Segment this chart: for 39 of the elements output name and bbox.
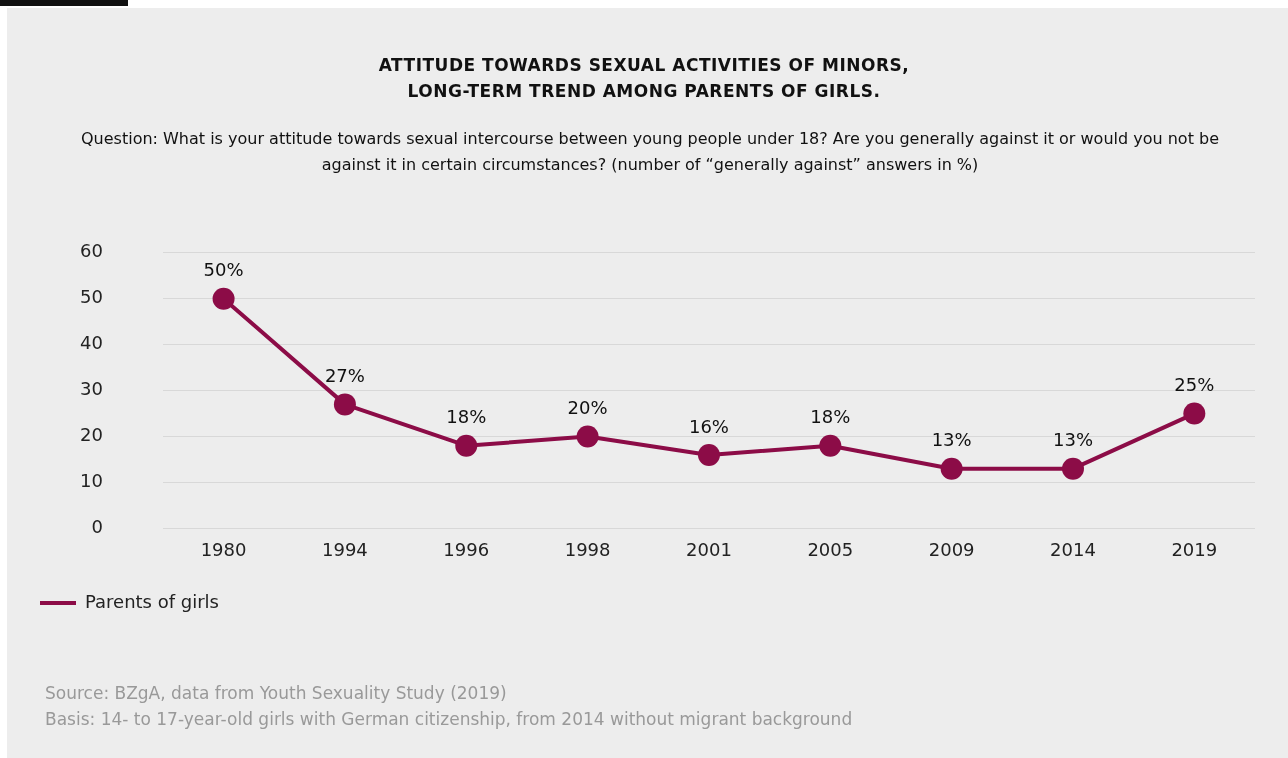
chart-title: ATTITUDE TOWARDS SEXUAL ACTIVITIES OF MINORS, LONG-TERM TREND AMONG PARENTS OF GIRLS.	[377, 54, 911, 103]
y-tick-label: 40	[80, 332, 103, 354]
point	[455, 434, 478, 457]
data-label: 13%	[931, 429, 972, 451]
legend-label: Parents of girls	[85, 590, 219, 612]
source-note: Source: BZgA, data from Youth Sexuality Study (2019)	[45, 682, 508, 705]
data-label: 18%	[810, 406, 851, 428]
data-label: 13%	[1052, 429, 1093, 451]
point	[940, 457, 963, 480]
data-label: 18%	[446, 406, 487, 428]
y-tick-label: 10	[80, 470, 103, 492]
x-tick-label: 2014	[1050, 538, 1096, 560]
x-tick-label: 1998	[564, 538, 611, 560]
chart-subtitle: Question: What is your attitude towards sexual intercourse between young people under 18? Are you generally against it or would you not be against it in certain circumstances? (number of “generally against” answers in %)	[80, 128, 1220, 176]
x-tick-label: 1996	[443, 538, 490, 560]
point	[1183, 402, 1206, 425]
data-label: 16%	[688, 415, 729, 437]
x-tick-label: 2019	[1171, 538, 1218, 560]
data-label: 27%	[324, 365, 365, 387]
text: Basis: 14- to 17-year-old girls with German citizenship, from 2014 without migrant background	[45, 708, 853, 731]
y-tick-label: 20	[80, 424, 103, 446]
x-tick-label: 2009	[928, 538, 975, 560]
x-tick-label: 2001	[686, 538, 732, 560]
point	[576, 425, 599, 448]
x-tick-label: 1980	[200, 538, 247, 560]
point	[697, 443, 720, 466]
data-label: 50%	[203, 259, 244, 281]
y-tick-label: 30	[80, 378, 103, 400]
data-label: 20%	[567, 397, 608, 419]
y-tick-label: 50	[80, 286, 103, 308]
point	[333, 393, 356, 416]
point	[819, 434, 842, 457]
x-tick-label: 2005	[807, 538, 854, 560]
point	[212, 287, 235, 310]
data-label: 25%	[1174, 374, 1215, 396]
y-tick-label: 0	[91, 516, 103, 538]
point	[1061, 457, 1084, 480]
x-tick-label: 1994	[322, 538, 368, 560]
y-tick-label: 60	[80, 240, 103, 262]
